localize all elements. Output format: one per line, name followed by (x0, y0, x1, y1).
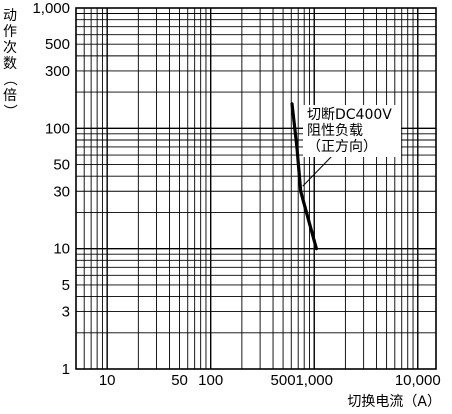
y-axis-label-char: （ (1, 72, 17, 86)
x-tick-label: 10,000 (395, 372, 441, 389)
y-tick-label: 5 (62, 277, 70, 294)
y-axis-label-char: 数 (3, 56, 17, 72)
x-tick-label: 1,000 (295, 372, 333, 389)
annotation-background (303, 105, 401, 157)
y-tick-label: 30 (53, 183, 70, 200)
y-tick-label: 1,000 (32, 0, 70, 17)
x-axis-label: 切换电流（A） (347, 393, 441, 410)
series-curve (290, 102, 318, 251)
y-tick-label: 500 (45, 36, 70, 53)
y-axis-label-char: 次 (3, 40, 17, 56)
y-tick-label: 300 (45, 63, 70, 80)
x-tick-labels: 10 50 100 500 1,000 10,000 (99, 372, 441, 389)
x-tick-label: 10 (99, 372, 116, 389)
y-tick-labels: 1 3 5 10 30 50 100 300 500 1,000 (32, 0, 70, 378)
annotation-leader-line (302, 155, 333, 187)
y-tick-label: 1 (62, 361, 70, 378)
grid (76, 8, 436, 369)
y-tick-label: 100 (45, 120, 70, 137)
y-tick-label: 3 (62, 304, 70, 321)
x-tick-label: 50 (171, 372, 188, 389)
x-tick-label: 500 (271, 372, 296, 389)
plot-frame (75, 7, 437, 370)
y-axis-label-char: 作 (3, 24, 17, 40)
annotation-line: （正方向） (307, 139, 377, 155)
y-axis-label-char: 动 (3, 8, 17, 24)
annotation-line: 阻性负载 (307, 123, 363, 139)
y-axis-label-char: ） (1, 104, 17, 118)
annotation-line: 切断DC400V (307, 107, 392, 123)
y-tick-label: 50 (53, 157, 70, 174)
y-tick-label: 10 (53, 241, 70, 258)
y-axis-label-char: 倍 (3, 88, 17, 104)
x-tick-label: 100 (198, 372, 223, 389)
